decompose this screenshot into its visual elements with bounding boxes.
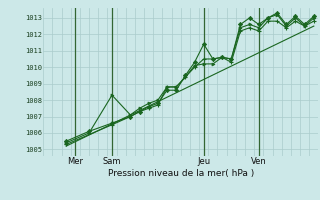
X-axis label: Pression niveau de la mer( hPa ): Pression niveau de la mer( hPa ) [108,169,254,178]
